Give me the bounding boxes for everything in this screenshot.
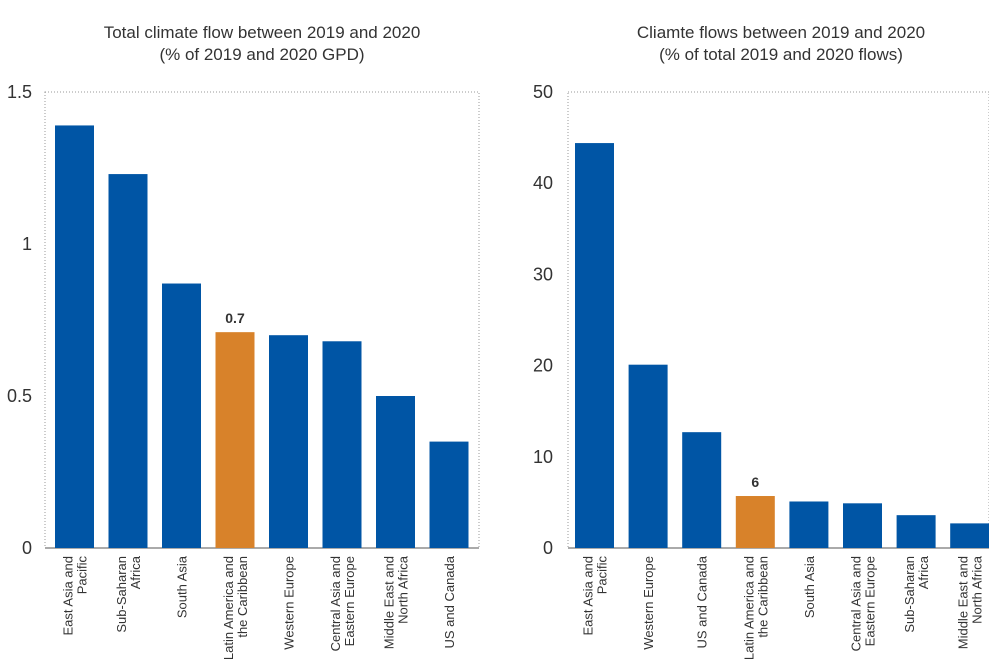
- category-label: Latin America and: [221, 556, 236, 660]
- chart-title-line-2: (% of total 2019 and 2020 flows): [659, 45, 903, 64]
- bar: [789, 501, 829, 548]
- bar: [575, 143, 614, 548]
- y-tick-label: 0.5: [7, 386, 32, 406]
- category-label: South Asia: [802, 555, 817, 618]
- chart-title-line-1: Cliamte flows between 2019 and 2020: [637, 23, 925, 42]
- bar: [682, 432, 722, 548]
- bar: [322, 341, 362, 548]
- category-label: Central Asia and: [849, 556, 864, 651]
- category-label: the Caribbean: [235, 556, 250, 638]
- category-label: North Africa: [396, 555, 411, 624]
- category-label: Latin America and: [741, 556, 756, 660]
- bar: [429, 441, 469, 548]
- category-label: Western Europe: [641, 556, 656, 650]
- y-tick-label: 50: [533, 82, 553, 102]
- bar: [269, 335, 308, 548]
- category-label: Pacific: [75, 556, 90, 595]
- category-label: Middle East and: [956, 556, 971, 649]
- bar: [843, 503, 882, 548]
- y-tick-label: 10: [533, 447, 553, 467]
- y-tick-label: 40: [533, 173, 553, 193]
- y-tick-label: 1: [22, 234, 32, 254]
- category-label: Sub-Saharan: [902, 556, 917, 633]
- y-tick-label: 0: [22, 538, 32, 558]
- plot-frame: [567, 91, 989, 549]
- category-label: East Asia and: [581, 556, 596, 636]
- y-tick-label: 0: [543, 538, 553, 558]
- y-tick-label: 30: [533, 264, 553, 284]
- category-label: Middle East and: [382, 556, 397, 649]
- category-label: East Asia and: [61, 556, 76, 636]
- category-label: Eastern Europe: [342, 556, 357, 646]
- category-label: Pacific: [595, 556, 610, 595]
- bar: [108, 174, 148, 548]
- category-label: North Africa: [970, 555, 985, 624]
- y-tick-label: 1.5: [7, 82, 32, 102]
- data-label: 6: [751, 474, 759, 490]
- category-label: Africa: [128, 555, 143, 589]
- category-label: Africa: [916, 555, 931, 589]
- bar-highlighted: [215, 332, 255, 548]
- bar: [950, 523, 989, 548]
- category-label: the Caribbean: [755, 556, 770, 638]
- bar: [55, 125, 94, 548]
- bar: [162, 283, 201, 548]
- category-label: South Asia: [175, 555, 190, 618]
- category-label: Sub-Saharan: [114, 556, 129, 633]
- chart-2: Cliamte flows between 2019 and 2020 (% of…: [533, 23, 989, 660]
- bar: [376, 396, 415, 548]
- bar-highlighted: [735, 496, 775, 548]
- category-label: Western Europe: [282, 556, 297, 650]
- bar: [628, 364, 668, 548]
- category-label: Eastern Europe: [863, 556, 878, 646]
- bar: [896, 515, 936, 548]
- chart-title-line-1: Total climate flow between 2019 and 2020: [104, 23, 421, 42]
- chart-title-line-2: (% of 2019 and 2020 GPD): [159, 45, 364, 64]
- category-label: US and Canada: [695, 555, 710, 648]
- data-label: 0.7: [225, 310, 245, 326]
- category-label: Central Asia and: [328, 556, 343, 651]
- chart-1: Total climate flow between 2019 and 2020…: [7, 23, 480, 660]
- category-label: US and Canada: [442, 555, 457, 648]
- y-tick-label: 20: [533, 356, 553, 376]
